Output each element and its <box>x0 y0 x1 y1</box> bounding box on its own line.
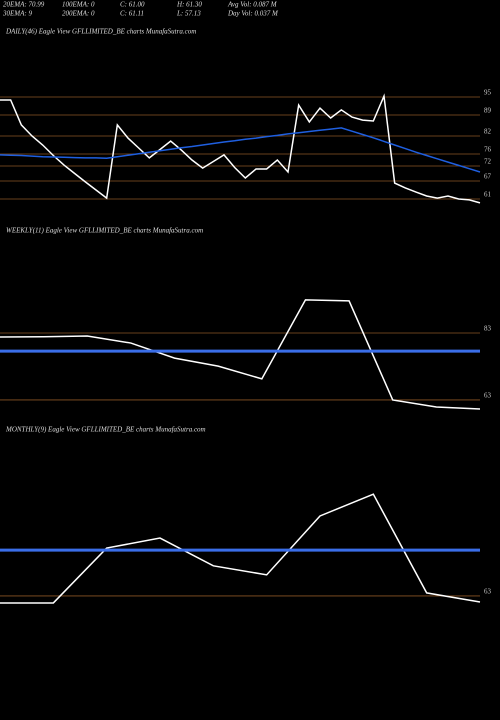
header-stat: Day Vol: 0.037 M <box>227 10 279 18</box>
y-tick-label: 89 <box>484 107 492 115</box>
header-stat: 30EMA: 9 <box>2 10 32 18</box>
y-tick-label: 67 <box>484 173 492 181</box>
y-tick-label: 72 <box>484 158 492 166</box>
price-line <box>0 493 481 604</box>
header-stat: L: 57.13 <box>176 10 201 18</box>
header-stat: C: 61.00 <box>120 1 145 9</box>
header-stat: H: 61.30 <box>176 1 202 9</box>
y-tick-label: 63 <box>484 392 492 400</box>
header-stat: Avg Vol: 0.087 M <box>227 1 278 9</box>
price-line <box>0 93 481 204</box>
header-stat: 200EMA: 0 <box>62 10 95 18</box>
price-line <box>0 127 481 173</box>
y-tick-label: 95 <box>484 89 492 97</box>
header-stat: C: 61.11 <box>120 10 144 18</box>
header-stat: 20EMA: 70.99 <box>3 1 45 9</box>
y-tick-label: 76 <box>484 146 492 154</box>
header-stat: 100EMA: 0 <box>62 1 95 9</box>
panel-title: MONTHLY(9) Eagle View GFLLIMITED_BE char… <box>5 426 206 434</box>
price-line <box>0 299 481 410</box>
y-tick-label: 61 <box>484 191 492 199</box>
y-tick-label: 83 <box>484 325 492 333</box>
y-tick-label: 63 <box>484 588 492 596</box>
panel-title: DAILY(46) Eagle View GFLLIMITED_BE chart… <box>5 28 196 36</box>
panel-title: WEEKLY(11) Eagle View GFLLIMITED_BE char… <box>6 227 203 235</box>
y-tick-label: 82 <box>484 128 492 136</box>
